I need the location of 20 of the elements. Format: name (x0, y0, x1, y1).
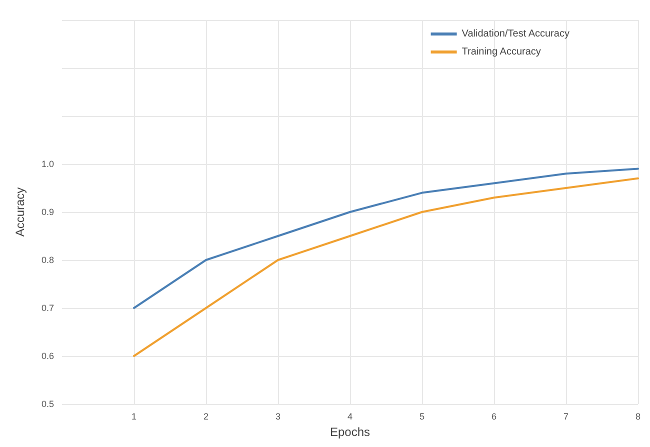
x-tick-label: 2 (203, 412, 209, 422)
y-tick-label: 1.0 (41, 159, 54, 169)
legend-label: Training Accuracy (462, 46, 541, 58)
x-tick-label: 8 (635, 412, 641, 422)
line-series (133, 177, 639, 357)
x-axis-title: Epochs (330, 425, 370, 439)
x-tick-label: 6 (491, 412, 497, 422)
y-axis-title: Accuracy (13, 187, 27, 237)
y-tick-label: 0.6 (41, 351, 54, 361)
y-tick-label: 0.9 (41, 207, 54, 217)
y-tick-label: 0.8 (41, 255, 54, 265)
y-tick-label: 0.7 (41, 303, 54, 313)
x-tick-label: 1 (131, 412, 137, 422)
x-tick-label: 3 (275, 412, 281, 422)
legend-label: Validation/Test Accuracy (462, 28, 570, 40)
y-tick-label: 0.5 (41, 399, 54, 409)
line-series (133, 168, 639, 309)
x-tick-label: 7 (563, 412, 569, 422)
x-tick-label: 4 (347, 412, 353, 422)
x-tick-label: 5 (419, 412, 425, 422)
